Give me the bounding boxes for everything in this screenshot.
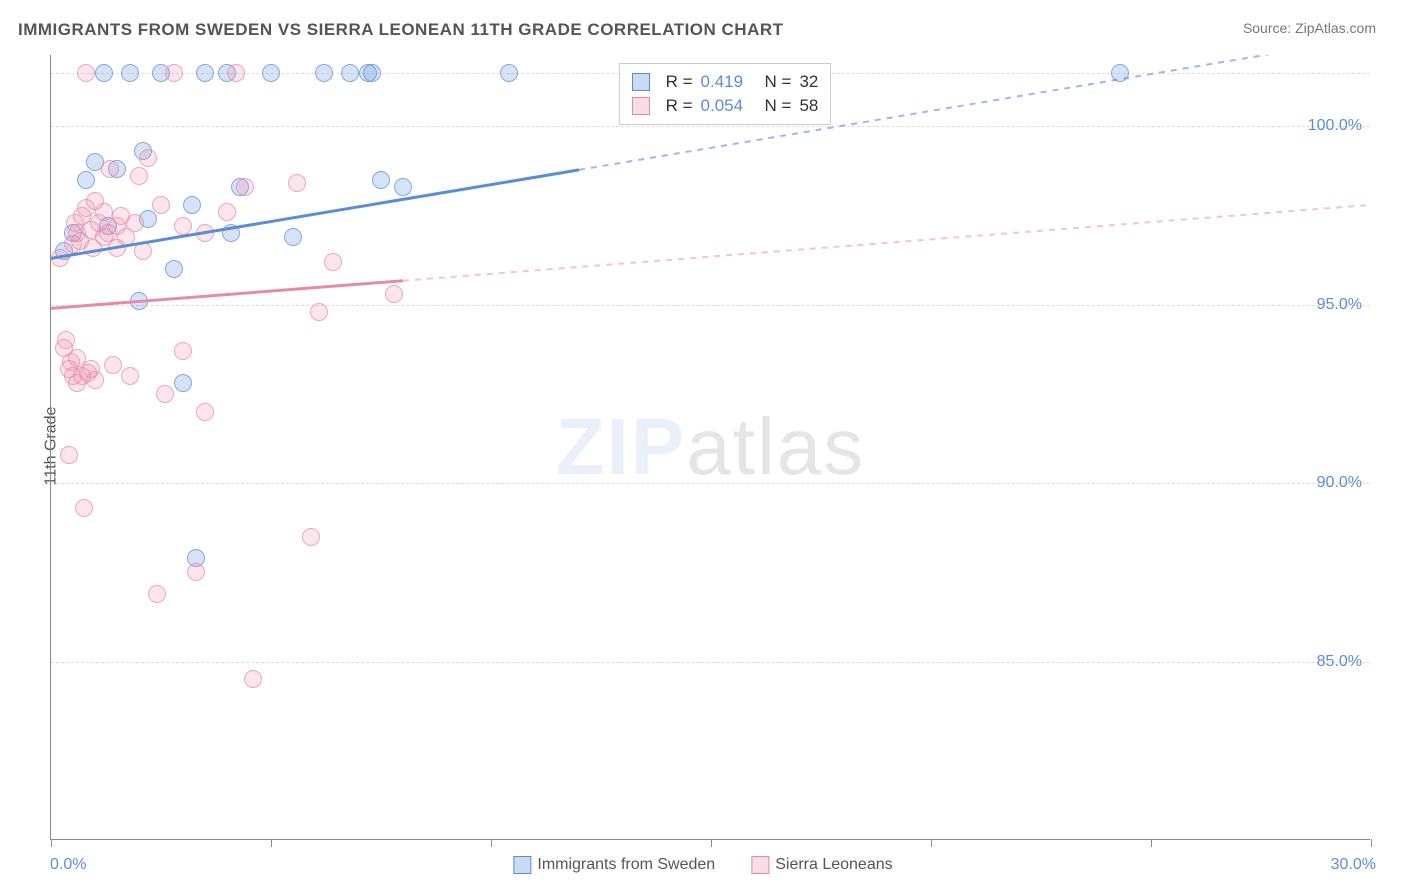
data-point <box>121 64 139 82</box>
data-point <box>500 64 518 82</box>
data-point <box>121 367 139 385</box>
data-point <box>130 292 148 310</box>
data-point <box>324 253 342 271</box>
legend-r-label: R = <box>666 72 693 92</box>
data-point <box>187 563 205 581</box>
data-point <box>148 585 166 603</box>
x-tick <box>491 839 492 847</box>
data-point <box>95 203 113 221</box>
x-tick <box>711 839 712 847</box>
legend-label: Immigrants from Sweden <box>537 856 715 873</box>
data-point <box>134 242 152 260</box>
legend-swatch <box>632 73 650 91</box>
data-point <box>60 446 78 464</box>
x-tick-label: 0.0% <box>50 856 86 874</box>
data-point <box>394 178 412 196</box>
data-point <box>152 196 170 214</box>
data-point <box>75 499 93 517</box>
x-tick <box>931 839 932 847</box>
data-point <box>130 167 148 185</box>
data-point <box>126 214 144 232</box>
data-point <box>363 64 381 82</box>
legend-r-value: 0.054 <box>701 96 757 116</box>
data-point <box>183 196 201 214</box>
scatter-plot: ZIPatlas 85.0% 90.0% 95.0% 100.0% R = 0.419 N … <box>50 55 1370 840</box>
data-point <box>174 217 192 235</box>
data-point <box>222 224 240 242</box>
data-point <box>86 371 104 389</box>
data-point <box>165 260 183 278</box>
series-legend: Immigrants from Sweden Sierra Leoneans <box>513 856 892 874</box>
source-label: Source: ZipAtlas.com <box>1243 20 1376 36</box>
data-point <box>174 342 192 360</box>
x-tick <box>51 839 52 847</box>
legend-label: Sierra Leoneans <box>775 856 892 873</box>
gridline <box>51 305 1370 306</box>
data-point <box>77 171 95 189</box>
data-point <box>315 64 333 82</box>
gridline <box>51 483 1370 484</box>
legend-n-value: 58 <box>799 96 818 116</box>
gridline <box>51 126 1370 127</box>
legend-swatch <box>751 856 769 874</box>
data-point <box>156 385 174 403</box>
data-point <box>51 249 69 267</box>
data-point <box>302 528 320 546</box>
data-point <box>101 160 119 178</box>
legend-swatch <box>513 856 531 874</box>
data-point <box>196 403 214 421</box>
gridline <box>51 662 1370 663</box>
data-point <box>310 303 328 321</box>
trend-lines <box>51 55 1371 840</box>
data-point <box>284 228 302 246</box>
legend-item: Immigrants from Sweden <box>513 856 715 874</box>
data-point <box>196 224 214 242</box>
legend-swatch <box>632 97 650 115</box>
legend-row: R = 0.054 N = 58 <box>632 94 819 118</box>
watermark: ZIPatlas <box>556 401 865 493</box>
data-point <box>288 174 306 192</box>
data-point <box>385 285 403 303</box>
legend-n-value: 32 <box>799 72 818 92</box>
data-point <box>196 64 214 82</box>
data-point <box>341 64 359 82</box>
data-point <box>104 356 122 374</box>
data-point <box>227 64 245 82</box>
data-point <box>57 331 75 349</box>
x-tick <box>271 839 272 847</box>
y-tick-label: 95.0% <box>1317 296 1362 314</box>
legend-r-value: 0.419 <box>701 72 757 92</box>
legend-n-label: N = <box>765 72 792 92</box>
data-point <box>262 64 280 82</box>
data-point <box>95 64 113 82</box>
data-point <box>218 203 236 221</box>
legend-n-label: N = <box>765 96 792 116</box>
legend-row: R = 0.419 N = 32 <box>632 70 819 94</box>
data-point <box>244 670 262 688</box>
data-point <box>372 171 390 189</box>
chart-title: IMMIGRANTS FROM SWEDEN VS SIERRA LEONEAN… <box>18 20 784 40</box>
data-point <box>236 178 254 196</box>
data-point <box>1111 64 1129 82</box>
legend-item: Sierra Leoneans <box>751 856 892 874</box>
correlation-legend: R = 0.419 N = 32 R = 0.054 N = 58 <box>619 63 832 125</box>
x-tick <box>1371 839 1372 847</box>
x-tick-label: 30.0% <box>1331 856 1376 874</box>
y-tick-label: 90.0% <box>1317 474 1362 492</box>
y-tick-label: 100.0% <box>1308 117 1362 135</box>
data-point <box>139 149 157 167</box>
data-point <box>174 374 192 392</box>
x-tick <box>1151 839 1152 847</box>
y-tick-label: 85.0% <box>1317 653 1362 671</box>
data-point <box>77 64 95 82</box>
legend-r-label: R = <box>666 96 693 116</box>
data-point <box>165 64 183 82</box>
